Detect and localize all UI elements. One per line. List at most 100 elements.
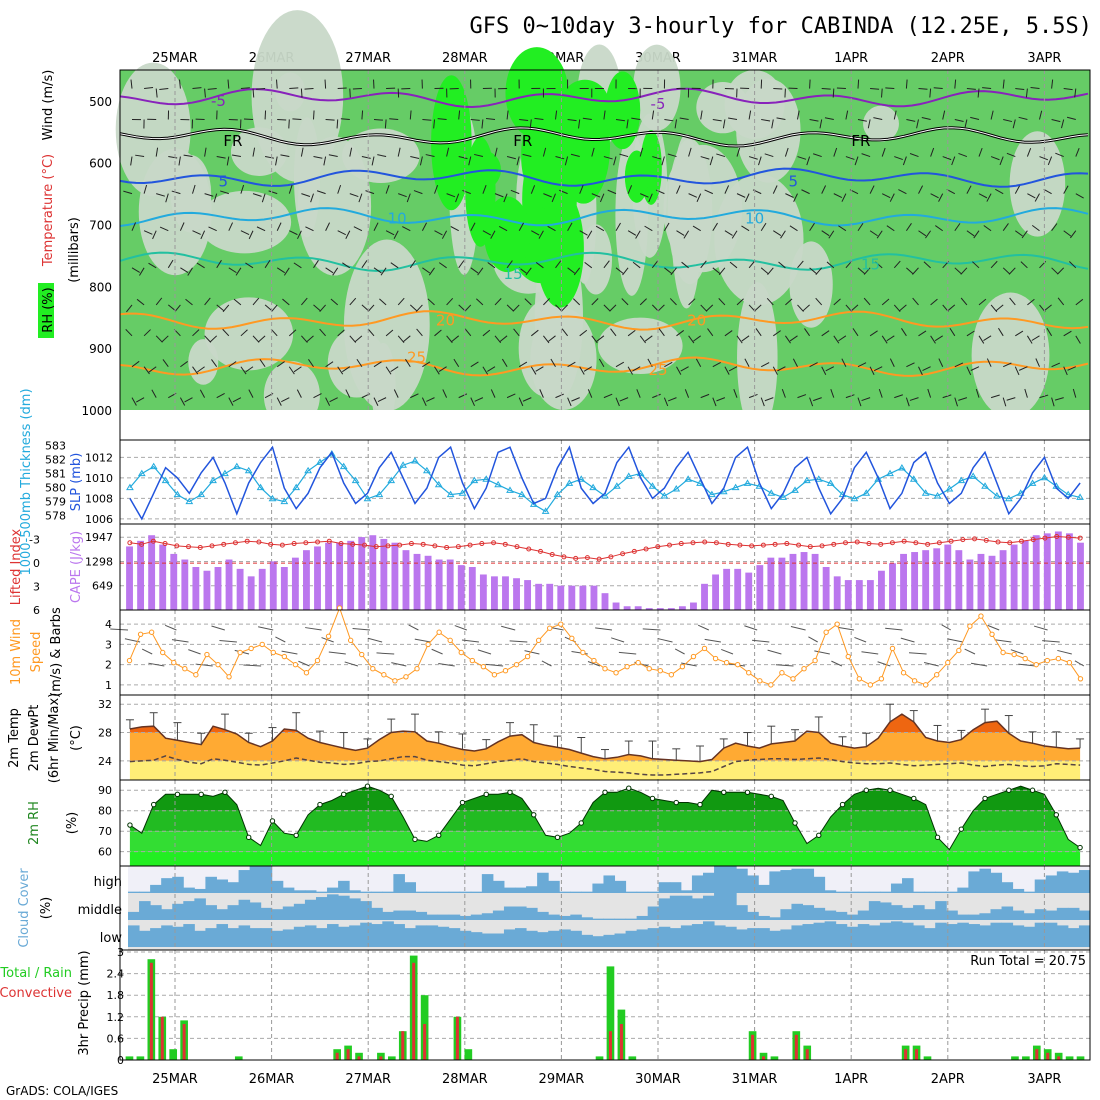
wind-barb [397,147,401,157]
surface-wind-barb [258,626,274,631]
wind-barb [342,366,351,373]
wind-barb [293,366,302,373]
temp-axis-label-1: 2m Temp [7,708,22,768]
cloud-middle-bar [139,901,151,920]
wind-barb [741,335,750,342]
wind-barb [522,397,532,402]
cloud-low-bar [769,930,781,947]
wind-speed-marker [1055,655,1062,662]
cloud-high-bar [625,891,638,893]
wind-barb [276,361,285,368]
lifted-index-marker [913,540,919,546]
wind-barb [767,267,774,276]
cloud-middle-bar [249,902,262,920]
cloud-high-bar [161,878,173,893]
wind-barb [397,297,405,306]
surface-wind-barb [524,650,540,655]
wind-barb [632,366,641,372]
lifted-index-marker [1030,537,1036,543]
wind-barb [869,185,875,194]
contour-label: FR [513,132,532,150]
rh-marker [792,820,798,826]
wind-barb [323,156,327,166]
cloud-high-bar [526,886,538,893]
wind-barb [918,366,923,376]
thickness-marker [648,482,657,489]
wind-barb [595,225,605,232]
wind-barb [446,297,454,306]
wind-barb [909,153,919,158]
slp-tick-label: 1012 [85,451,113,464]
lifted-index-marker [1065,534,1071,540]
wind-barb [222,304,230,313]
wind-barb [821,88,831,90]
wind-barb [361,156,371,159]
wind-barb [854,156,859,166]
lifted-index-marker [784,541,790,547]
cloud-low-bar [271,930,284,947]
wind-speed-marker [182,665,188,672]
cloud-high-bar [393,874,405,893]
rh-marker [911,795,917,802]
surface-wind-barb [305,627,322,631]
wind-barb [308,359,314,368]
wind-barb [179,79,181,89]
cloud-low-bar [238,925,251,947]
rh-marker [863,787,869,793]
rh-band [129,831,1081,852]
wind-barb [1034,193,1040,202]
wind-barb [503,193,508,203]
lifted-index-tick-label: 3 [33,581,40,594]
thickness-marker [612,482,621,489]
wind-barb [288,329,297,337]
cloud-high-bar [227,882,240,893]
wind-barb [468,156,472,166]
wind-speed-marker [447,637,453,644]
lifted-index-marker [420,541,426,547]
wind-barb [245,262,254,269]
date-label-top: 27MAR [345,51,391,66]
cape-bar [546,583,554,610]
wind-speed-marker [1011,651,1017,658]
wind-barb [627,366,633,375]
rh-marker [697,801,703,808]
slp-tick-label: 1010 [85,472,113,485]
cape-bar [325,542,332,610]
thickness-marker [672,485,681,492]
rh-marker [531,812,537,818]
cloud-low-label: low [100,931,123,946]
wind-barb [663,397,669,407]
wind-barb [143,366,150,375]
wind-barb [1066,116,1076,120]
cloud-middle-bar [183,901,195,920]
wind-barb [560,304,568,312]
wind-barb [918,88,928,90]
wind-barb [619,153,629,158]
contour-label: 15 [504,265,523,283]
surface-wind-barb [900,637,915,643]
wind-barb [947,304,956,312]
wind-barb [986,193,992,202]
cape-bar [225,559,233,610]
wind-barb [933,87,943,90]
wind-barb [591,298,599,306]
wind-speed-marker [922,682,929,688]
wind-barb [640,193,649,198]
wind-barb [626,119,629,129]
cape-bar [314,546,321,610]
wind-barb [365,190,375,195]
wind-barb [548,335,556,342]
lifted-index-marker [936,540,942,546]
cape-bar [933,548,941,610]
surface-wind-barb [924,661,939,667]
surface-wind-barb [837,626,855,631]
wind-barb [792,358,798,367]
wind-barb [313,304,321,312]
contour-label: 20 [436,311,455,329]
rh-marker [317,801,323,808]
rh-marker [222,789,228,795]
wind-barb [167,304,176,311]
wind-barb [683,230,690,239]
wind-speed-marker [690,653,697,660]
wind-barb [516,156,520,166]
